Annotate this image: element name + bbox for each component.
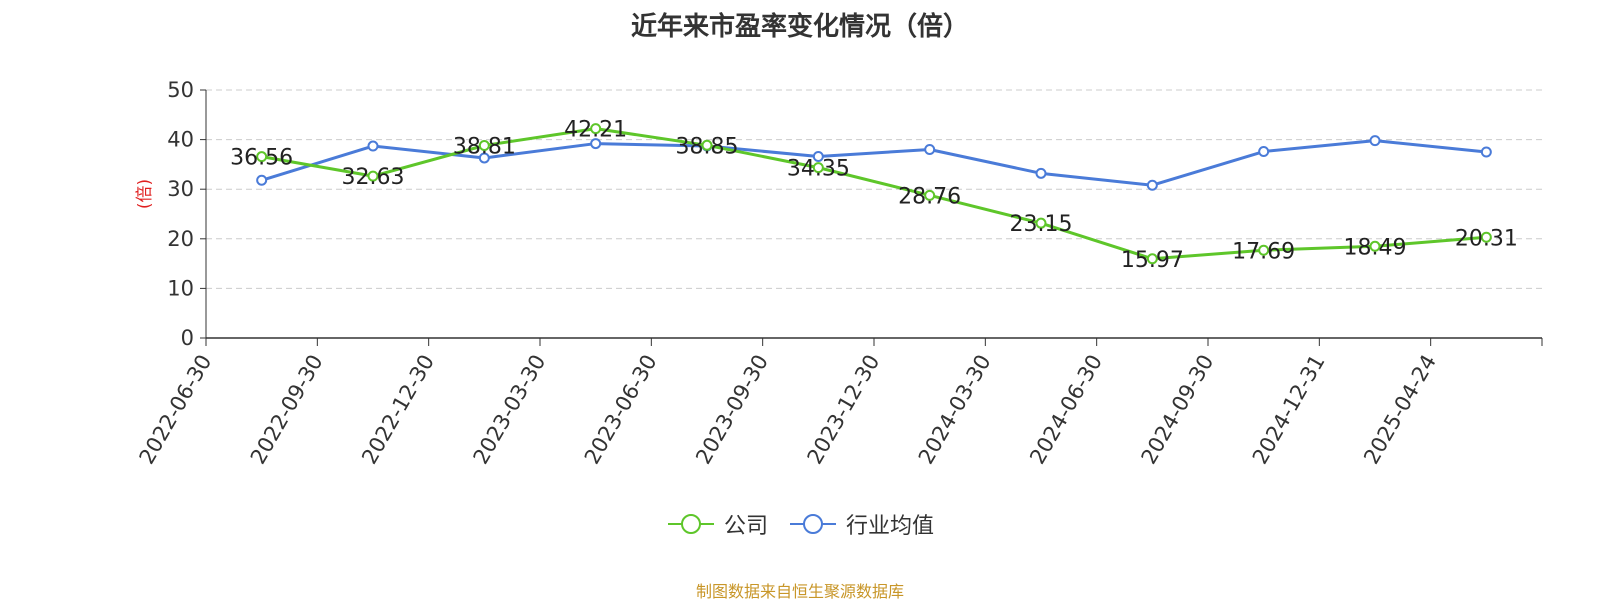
data-label-company: 17.69 xyxy=(1232,239,1295,264)
x-tick-label: 2023-09-30 xyxy=(691,351,773,469)
data-label-company: 38.81 xyxy=(453,135,516,160)
data-label-company: 38.85 xyxy=(676,134,739,159)
data-label-company: 36.56 xyxy=(230,146,293,171)
data-labels: 36.56 32.63 38.81 42.21 38.85 34.35 28.76 23.15… xyxy=(230,118,1518,273)
y-tick-label: 50 xyxy=(167,78,194,102)
x-tick-label: 2024-06-30 xyxy=(1025,351,1107,469)
legend-marker-industry-icon xyxy=(790,514,836,534)
y-tick-label: 30 xyxy=(167,177,194,201)
x-tick-label: 2023-12-30 xyxy=(803,351,885,469)
x-tick-label: 2022-12-30 xyxy=(357,350,439,468)
data-point-company xyxy=(812,162,824,174)
data-point-company xyxy=(1369,240,1381,252)
x-tick-label: 2024-03-30 xyxy=(914,350,996,468)
data-point-industry xyxy=(367,140,379,152)
x-tick-label: 2025-04-24 xyxy=(1359,351,1441,469)
x-tick-label: 2023-03-30 xyxy=(469,351,551,469)
series-lines xyxy=(256,123,1492,265)
data-label-company: 20.31 xyxy=(1455,226,1518,251)
data-point-industry xyxy=(1480,146,1492,158)
data-label-company: 28.76 xyxy=(898,184,961,209)
data-point-industry xyxy=(812,150,824,162)
data-point-industry xyxy=(478,152,490,164)
x-tick-label: 2022-09-30 xyxy=(246,351,328,469)
y-tick-label: 0 xyxy=(181,326,194,350)
data-point-company xyxy=(478,140,490,152)
chart-title: 近年来市盈率变化情况（倍） xyxy=(630,12,969,42)
data-point-industry xyxy=(1258,146,1270,158)
data-label-company: 42.21 xyxy=(564,118,627,143)
data-point-industry xyxy=(590,138,602,150)
data-point-industry xyxy=(1146,179,1158,191)
legend-marker-company-icon xyxy=(667,514,714,534)
data-point-industry xyxy=(924,144,936,156)
y-tick-label: 20 xyxy=(167,227,194,251)
legend-label-industry: 行业均值 xyxy=(846,514,935,539)
data-point-company xyxy=(924,189,936,201)
data-point-company xyxy=(1035,217,1047,229)
data-point-company xyxy=(1258,244,1270,256)
x-tick-label: 2023-06-30 xyxy=(580,351,662,469)
series-line-industry xyxy=(261,139,1487,187)
x-tick-label: 2022-06-30 xyxy=(135,351,217,469)
source-note: 制图数据来自恒生聚源数据库 xyxy=(695,582,904,601)
legend-label-company: 公司 xyxy=(723,514,768,539)
y-axis-label: (倍) xyxy=(135,179,155,209)
axes: 0 10 20 30 40 50 (倍) 2022-06-30 2022-09-30 2022-1… xyxy=(135,78,1543,469)
data-point-company xyxy=(590,123,602,135)
data-point-company xyxy=(1146,253,1158,265)
legend-item-industry[interactable]: 行业均值 xyxy=(788,508,934,540)
data-label-company: 32.63 xyxy=(342,165,405,190)
data-label-company: 23.15 xyxy=(1010,212,1073,237)
legend: 公司 行业均值 xyxy=(0,508,1600,540)
data-label-company: 18.49 xyxy=(1344,235,1407,260)
data-point-company xyxy=(256,151,268,163)
x-tick-label: 2024-09-30 xyxy=(1137,351,1219,469)
data-point-industry xyxy=(1035,167,1047,179)
data-label-company: 34.35 xyxy=(787,157,850,182)
data-point-company xyxy=(1480,231,1492,243)
series-line-company xyxy=(261,127,1487,261)
y-tick-label: 40 xyxy=(167,128,194,152)
x-tick-label: 2024-12-31 xyxy=(1248,351,1330,469)
legend-item-company[interactable]: 公司 xyxy=(666,508,768,540)
y-tick-label: 10 xyxy=(167,276,194,300)
data-point-company xyxy=(701,139,713,151)
data-point-industry xyxy=(1369,135,1381,147)
data-point-company xyxy=(367,170,379,182)
data-label-company: 15.97 xyxy=(1121,248,1184,273)
data-point-industry xyxy=(256,174,268,186)
grid-lines xyxy=(206,89,1542,289)
